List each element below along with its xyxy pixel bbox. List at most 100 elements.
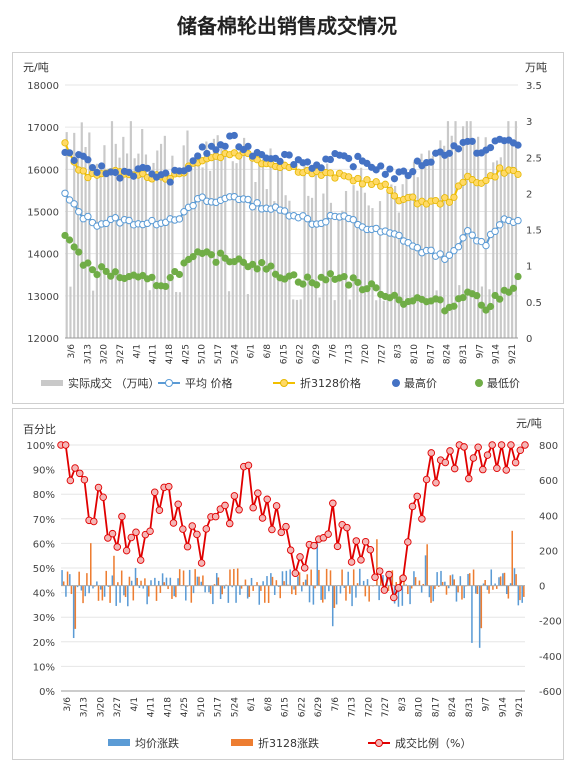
ratio-change-chart: 百分比 元/吨 0% 10% 20% 30% 40% 50% 60% 70% 80% 90% 100% -… (23, 417, 562, 750)
std-change-bar (349, 585, 351, 594)
low-price-point (436, 296, 444, 304)
ratio-point (277, 528, 286, 537)
high-price-point (427, 158, 435, 166)
low-price-point (253, 265, 261, 273)
avg-change-bar (235, 585, 237, 603)
x-tick-label: 4/18 (165, 344, 175, 364)
avg-price-point (189, 201, 197, 210)
volume-bar (152, 162, 155, 338)
std-change-bar (322, 585, 324, 603)
volume-bar (450, 135, 453, 338)
std-change-bar (97, 585, 100, 601)
ratio-point (202, 525, 211, 533)
low-price-point (509, 284, 518, 292)
ratio-point (71, 464, 79, 472)
low-price-point (207, 251, 216, 259)
avg-price-point (84, 212, 92, 221)
std-change-bar (480, 585, 483, 629)
volume-bar (409, 193, 412, 338)
ratio-point (155, 506, 164, 514)
high-price-point (116, 174, 124, 182)
volume-bar (133, 158, 136, 338)
avg-price-point (436, 250, 444, 258)
std-change-bar (171, 585, 173, 599)
ratio-point (272, 502, 281, 510)
high-price-point (111, 168, 119, 177)
volume-bar (84, 147, 87, 338)
avg-change-bar (246, 585, 249, 599)
ratio-point (333, 542, 342, 551)
avg-price-point (180, 208, 188, 216)
std-change-bar (144, 578, 146, 586)
right-tick-label: 400 (539, 511, 558, 522)
volume-bar (288, 200, 291, 338)
avg-price-point (454, 243, 463, 251)
std-change-bar (503, 572, 506, 586)
avg-price-point (303, 215, 312, 223)
ratio-point (394, 584, 403, 592)
volume-bar (129, 121, 132, 339)
volume-bar (458, 285, 461, 338)
right-tick-label: 3.5 (526, 81, 542, 92)
avg-change-bar (111, 575, 114, 586)
avg-change-bar (397, 585, 400, 607)
high-price-point (326, 155, 334, 164)
ratio-point (375, 567, 384, 575)
volume-bar (197, 157, 200, 338)
low-price-point (216, 249, 225, 257)
x-tick-label: 8/17 (431, 697, 441, 717)
volume-bar (386, 191, 389, 338)
std-change-bar (407, 585, 409, 595)
avg-change-bar (362, 580, 365, 586)
std-change-bar (182, 570, 185, 586)
avg-change-bar (304, 579, 307, 586)
avg-change-bar (467, 573, 469, 586)
ratio-point (427, 449, 436, 457)
volume-bar (461, 126, 465, 338)
low-price-point (473, 292, 481, 300)
right-tick-label: 1.5 (526, 226, 542, 237)
right-tick-label: 3 (526, 117, 532, 128)
low-price-point (267, 262, 275, 270)
volume-bar (352, 185, 355, 338)
avg-price-point (395, 231, 403, 240)
std-change-bar (414, 577, 417, 586)
avg-change-bar (188, 569, 191, 586)
ratio-point (361, 537, 370, 546)
left-tick-label: 17000 (27, 123, 59, 134)
ratio-line (61, 442, 526, 601)
legend-label: 最低价 (487, 377, 520, 390)
volume-bar (224, 150, 227, 338)
volume-bar (171, 155, 174, 338)
std-change-bar (376, 539, 378, 586)
avg-change-bar (420, 585, 423, 593)
x-tick-label: 8/24 (448, 697, 458, 717)
x-tick-label: 8/31 (465, 697, 475, 717)
std-price-point (441, 194, 449, 202)
ratio-point (122, 546, 131, 555)
high-price-point (317, 164, 325, 172)
avg-change-bar (212, 585, 214, 605)
ratio-point (235, 506, 243, 514)
legend-swatch-volume (41, 380, 63, 386)
low-price-point (249, 260, 257, 268)
x-tick-label: 8/3 (398, 697, 408, 711)
volume-bar (69, 286, 72, 338)
std-change-bar (209, 585, 212, 594)
volume-bar (363, 192, 366, 338)
high-price-point (409, 168, 417, 176)
low-price-point (189, 253, 197, 261)
avg-change-bar (96, 581, 98, 586)
low-price-point (93, 271, 101, 279)
volume-bar (265, 189, 268, 338)
avg-change-bar (424, 555, 427, 586)
std-change-bar (484, 580, 486, 586)
high-price-point (130, 172, 138, 180)
std-change-bar (66, 571, 69, 586)
x-tick-label: 4/25 (181, 344, 191, 364)
high-price-point (93, 168, 101, 177)
avg-price-point (175, 215, 184, 223)
std-change-bar (434, 585, 436, 589)
avg-price-point (111, 214, 120, 222)
